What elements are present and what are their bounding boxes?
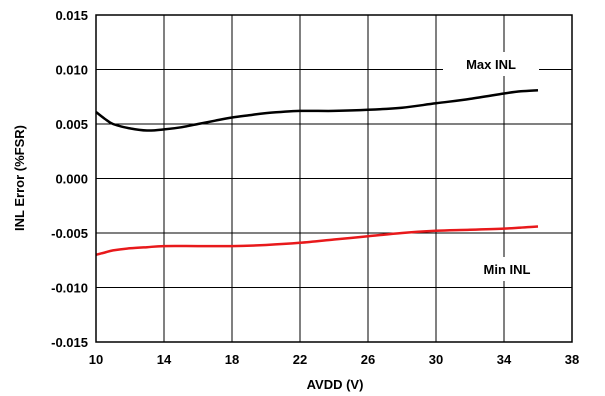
x-tick-labels: 10 14 18 22 26 30 34 38	[89, 352, 579, 367]
min-inl-label-bg	[459, 257, 555, 281]
max-inl-label: Max INL	[466, 57, 516, 72]
y-tick-label: 0.010	[55, 63, 88, 78]
x-tick-label: 30	[429, 352, 443, 367]
x-tick-label: 34	[497, 352, 512, 367]
x-tick-label: 10	[89, 352, 103, 367]
y-tick-label: -0.015	[51, 335, 88, 350]
y-tick-label: 0.005	[55, 117, 88, 132]
x-tick-label: 38	[565, 352, 579, 367]
min-inl-label: Min INL	[484, 262, 531, 277]
y-tick-label: -0.005	[51, 226, 88, 241]
max-inl-label-bg	[443, 52, 539, 76]
min-inl-line	[95, 225, 539, 257]
plot-frame	[95, 14, 573, 343]
y-tick-label: 0.015	[55, 8, 88, 23]
y-axis-label: INL Error (%FSR)	[12, 125, 27, 231]
x-tick-label: 14	[157, 352, 172, 367]
max-inl-line	[95, 88, 539, 132]
x-tick-label: 26	[361, 352, 375, 367]
y-tick-labels: 0.015 0.010 0.005 0.000 -0.005 -0.010 -0.015	[51, 8, 88, 350]
x-tick-label: 22	[293, 352, 307, 367]
x-tick-label: 18	[225, 352, 239, 367]
y-tick-label: 0.000	[55, 172, 88, 187]
series-lines	[95, 88, 539, 257]
y-tick-label: -0.010	[51, 281, 88, 296]
x-axis-label: AVDD (V)	[307, 377, 364, 392]
